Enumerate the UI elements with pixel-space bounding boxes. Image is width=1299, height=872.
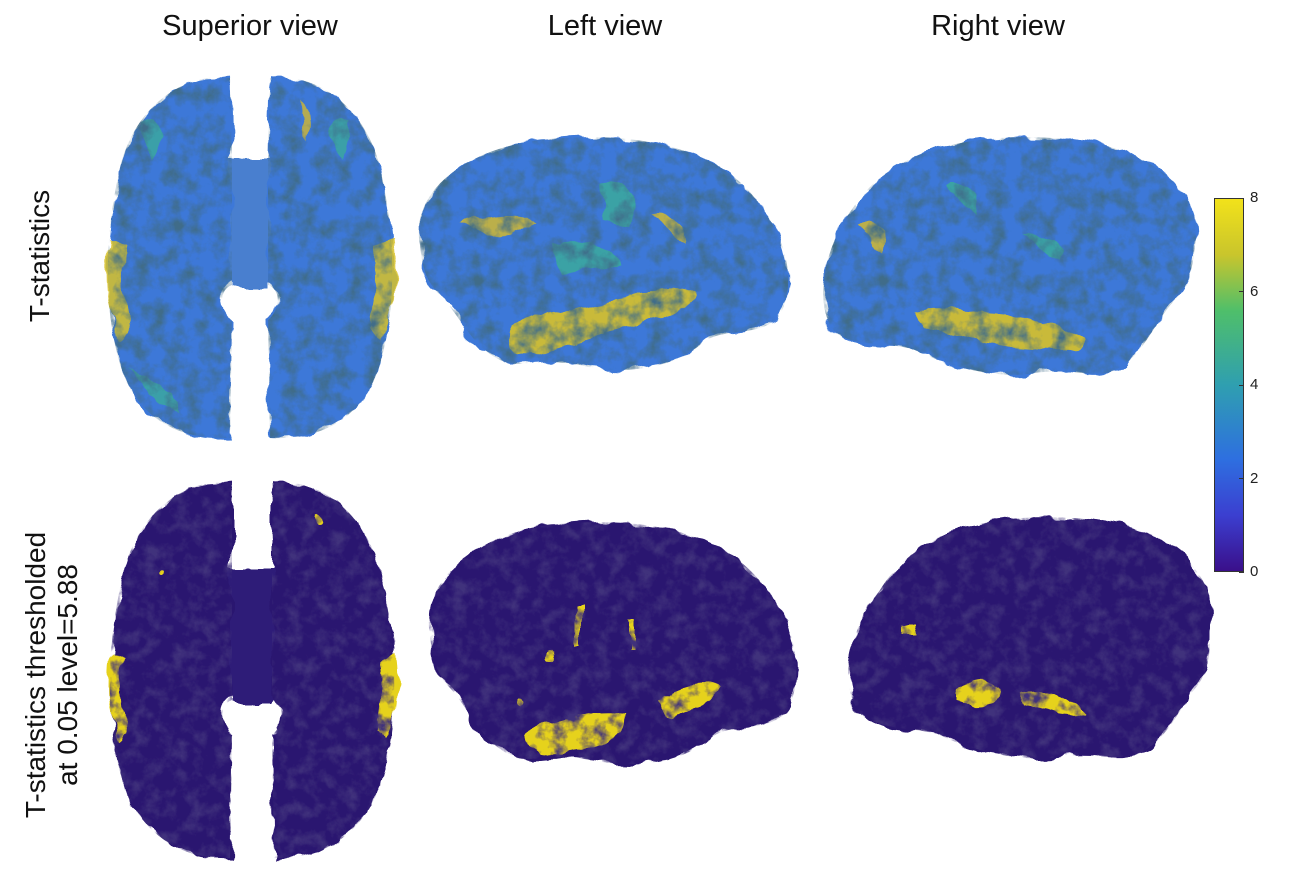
brain-thresh-superior	[102, 475, 402, 870]
brain-tstat-right	[805, 125, 1215, 385]
row-label-tstatistics: T-statistics	[24, 189, 55, 323]
brain-tstat-superior	[100, 70, 400, 450]
column-title-superior: Superior view	[162, 10, 338, 42]
colorbar-tickmark	[1239, 197, 1244, 199]
column-title-right: Right view	[931, 10, 1065, 42]
colorbar-tick-label: 8	[1250, 189, 1259, 206]
row-label-thresholded: T-statistics thresholded at 0.05 level=5…	[20, 505, 90, 845]
row-label-thresholded-line2: at 0.05 level=5.88	[52, 564, 83, 786]
colorbar-tick-label: 4	[1250, 376, 1259, 393]
colorbar-tick-label: 6	[1250, 282, 1259, 300]
brain-thresh-left	[410, 510, 805, 775]
colorbar-tickmark	[1239, 571, 1244, 573]
column-title-left: Left view	[547, 10, 663, 42]
brain-tstat-left	[400, 125, 800, 380]
colorbar	[1214, 198, 1244, 572]
colorbar-tickmark	[1239, 291, 1244, 292]
colorbar-tickmark	[1239, 478, 1244, 479]
colorbar-tick-label: 2	[1250, 469, 1259, 487]
colorbar-tick-label: 0	[1250, 563, 1259, 580]
row-label-thresholded-line1: T-statistics thresholded	[20, 531, 51, 819]
colorbar-tickmark	[1239, 384, 1244, 386]
brain-thresh-right	[830, 505, 1230, 770]
